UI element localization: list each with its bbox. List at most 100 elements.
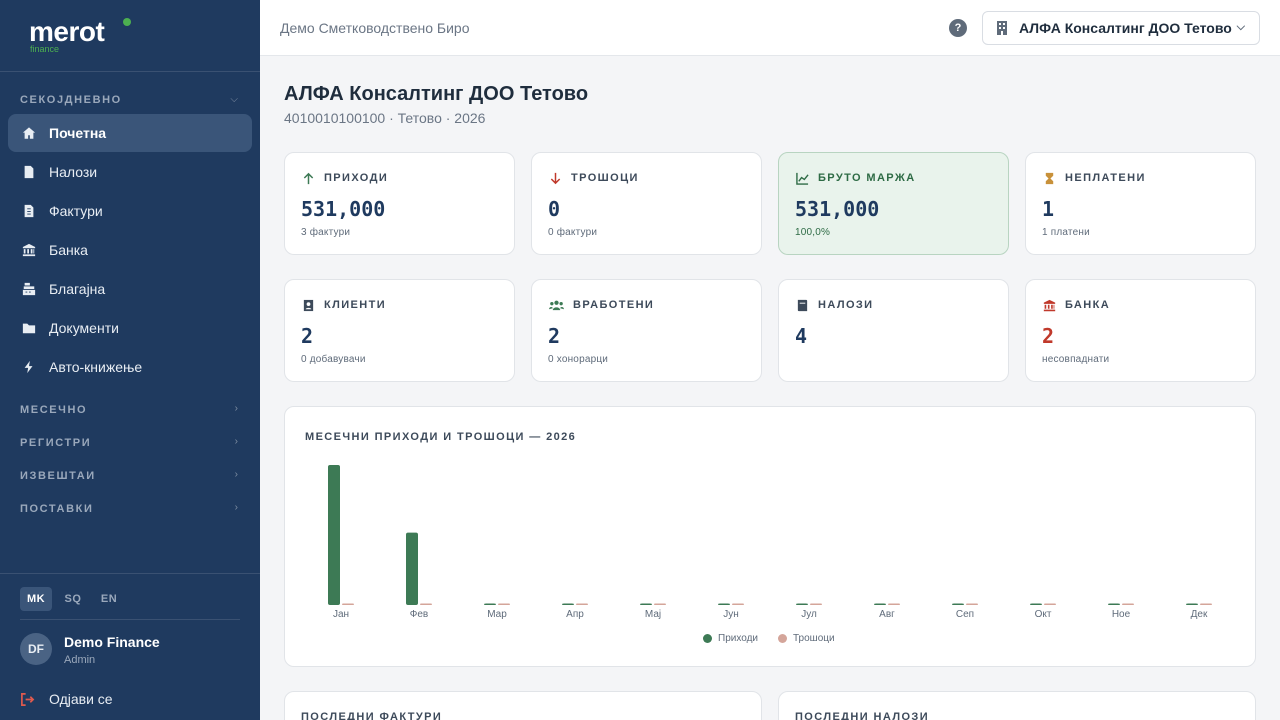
stat-card-expenses[interactable]: ТРОШОЦИ 0 0 фактури (531, 152, 762, 255)
bar-revenue-7[interactable] (796, 603, 808, 606)
brand: merot finance (0, 0, 260, 72)
stat-card-sub: несовпаднати (1042, 354, 1110, 365)
sidebar-item-auto-posting[interactable]: Авто-книжење (8, 348, 252, 386)
avatar[interactable]: DF (20, 633, 52, 665)
legend-item-expenses[interactable]: Трошоци (778, 633, 835, 644)
bar-expense-5[interactable] (654, 603, 666, 606)
bar-expense-9[interactable] (966, 603, 978, 606)
bar-expense-12[interactable] (1200, 603, 1212, 606)
arrow-up-icon (301, 171, 315, 185)
legend-label: Трошоци (793, 633, 835, 644)
chevron-right-icon[interactable]: › (234, 403, 238, 414)
stat-card-sub: 0 добавувачи (301, 354, 366, 365)
bar-revenue-6[interactable] (718, 603, 730, 606)
sidebar-item-bank[interactable]: Банка (8, 231, 252, 269)
bar-revenue-8[interactable] (874, 603, 886, 606)
x-tick-label: Фев (410, 609, 428, 620)
legend-item-revenue[interactable]: Приходи (703, 633, 758, 644)
building-icon (997, 21, 1007, 35)
stat-card-entries[interactable]: НАЛОЗИ 4 (778, 279, 1009, 382)
x-tick-label: Авг (879, 609, 895, 620)
sidebar-footer: MK SQ EN DF Demo Finance Admin Одјави се (0, 573, 260, 720)
sidebar-item-invoices[interactable]: Фактури (8, 192, 252, 230)
sidebar: merot finance СЕКОЈДНЕВНО ⌵ Почетна Нало… (0, 0, 260, 720)
sidebar-item-label: Документи (49, 320, 119, 336)
company-select[interactable]: АЛФА Консалтинг ДОО Тетово ⌵ (982, 11, 1260, 45)
logout-icon (21, 692, 35, 706)
stat-card-value: 531,000 (301, 197, 386, 221)
bar-revenue-12[interactable] (1186, 603, 1198, 606)
monthly-bar-chart: Јан Фев Мар Апр Мај Јун Јул Авг Сеп Окт Ное Дек (328, 465, 1212, 620)
help-icon[interactable]: ? (949, 19, 967, 37)
sidebar-item-label: Банка (49, 242, 88, 258)
x-tick-label: Мај (645, 609, 661, 620)
recent-invoices-card: ПОСЛЕДНИ ФАКТУРИ (284, 691, 762, 720)
bar-revenue-5[interactable] (640, 603, 652, 606)
bar-expense-1[interactable] (342, 603, 354, 606)
stat-card-revenue[interactable]: ПРИХОДИ 531,000 3 фактури (284, 152, 515, 255)
stat-card-value: 2 (1042, 324, 1055, 348)
chart-title: МЕСЕЧНИ ПРИХОДИ И ТРОШОЦИ — 2026 (305, 431, 577, 443)
sidebar-item-cash[interactable]: Благајна (8, 270, 252, 308)
stat-card-value: 1 (1042, 197, 1055, 221)
stat-card-sub: 0 фактури (548, 227, 598, 238)
section-registers[interactable]: РЕГИСТРИ (20, 437, 92, 449)
chevron-down-icon: ⌵ (1236, 21, 1245, 33)
home-icon (21, 125, 37, 141)
hourglass-icon (1042, 171, 1056, 185)
bar-expense-8[interactable] (888, 603, 900, 606)
bar-expense-6[interactable] (732, 603, 744, 606)
lang-sq[interactable]: SQ (64, 593, 82, 605)
bar-expense-11[interactable] (1122, 603, 1134, 606)
chevron-right-icon[interactable]: › (234, 436, 238, 447)
bolt-icon (21, 359, 37, 375)
stat-card-bank[interactable]: БАНКА 2 несовпаднати (1025, 279, 1256, 382)
stat-card-label: ПРИХОДИ (324, 172, 389, 184)
bar-expense-10[interactable] (1044, 603, 1056, 606)
brand-subtitle: finance (30, 44, 60, 54)
monthly-chart-card: МЕСЕЧНИ ПРИХОДИ И ТРОШОЦИ — 2026 Јан Фев М… (284, 406, 1256, 667)
logout-button[interactable]: Одјави се (20, 691, 113, 707)
stat-card-sub: 3 фактури (301, 227, 351, 238)
bar-expense-2[interactable] (420, 603, 432, 606)
lang-mk[interactable]: MK (20, 587, 52, 611)
section-settings[interactable]: ПОСТАВКИ (20, 503, 94, 515)
lang-en[interactable]: EN (100, 593, 118, 605)
sidebar-item-documents[interactable]: Документи (8, 309, 252, 347)
bar-revenue-2[interactable] (406, 532, 418, 605)
sidebar-item-label: Почетна (49, 125, 107, 141)
bar-expense-3[interactable] (498, 603, 510, 606)
x-tick-label: Окт (1035, 609, 1052, 620)
stat-card-employees[interactable]: ВРАБОТЕНИ 2 0 хонорарци (531, 279, 762, 382)
bar-revenue-3[interactable] (484, 603, 496, 606)
chevron-right-icon[interactable]: › (234, 502, 238, 513)
stat-card-label: НЕПЛАТЕНИ (1065, 172, 1146, 184)
user-name: Demo Finance (64, 634, 160, 650)
bar-revenue-9[interactable] (952, 603, 964, 606)
brand-logo[interactable]: merot (29, 16, 105, 47)
sidebar-item-home[interactable]: Почетна (8, 114, 252, 152)
stat-card-gross-margin[interactable]: БРУТО МАРЖА 531,000 100,0% (778, 152, 1009, 255)
bar-revenue-1[interactable] (328, 465, 340, 605)
sidebar-item-label: Фактури (49, 203, 103, 219)
stat-card-label: ВРАБОТЕНИ (573, 299, 655, 311)
bar-expense-4[interactable] (576, 603, 588, 606)
chevron-right-icon[interactable]: › (234, 469, 238, 480)
section-daily[interactable]: СЕКОЈДНЕВНО (20, 94, 122, 106)
stat-card-unpaid[interactable]: НЕПЛАТЕНИ 1 1 платени (1025, 152, 1256, 255)
bar-revenue-4[interactable] (562, 603, 574, 606)
chevron-down-icon[interactable]: ⌵ (230, 94, 238, 105)
section-reports[interactable]: ИЗВЕШТАИ (20, 470, 96, 482)
sidebar-item-entries[interactable]: Налози (8, 153, 252, 191)
bar-revenue-10[interactable] (1030, 603, 1042, 606)
bar-revenue-11[interactable] (1108, 603, 1120, 606)
stat-card-value: 2 (548, 324, 561, 348)
cash-register-icon (21, 281, 37, 297)
divider (20, 619, 240, 620)
section-monthly[interactable]: МЕСЕЧНО (20, 404, 88, 416)
legend-swatch (778, 634, 787, 643)
bar-expense-7[interactable] (810, 603, 822, 606)
stat-card-label: КЛИЕНТИ (324, 299, 387, 311)
document-icon (21, 164, 37, 180)
stat-card-clients[interactable]: КЛИЕНТИ 2 0 добавувачи (284, 279, 515, 382)
